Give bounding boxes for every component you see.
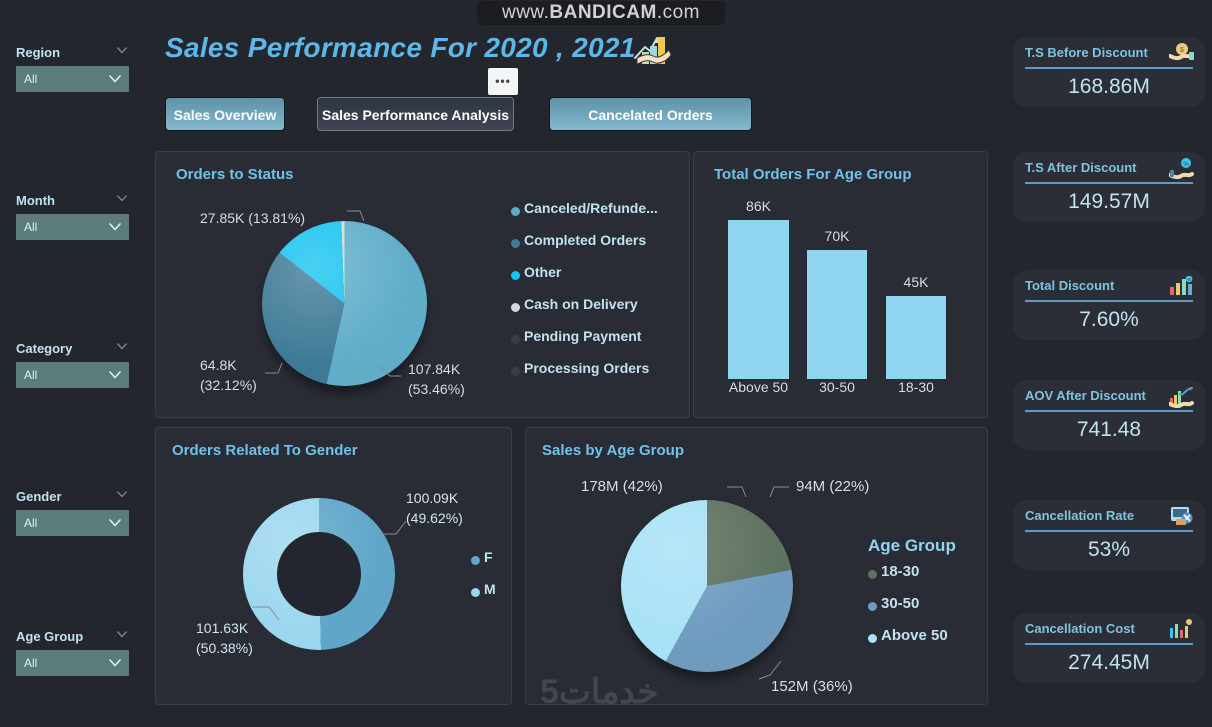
- svg-text:%: %: [1183, 162, 1189, 168]
- svg-text:$: $: [1180, 47, 1184, 54]
- svg-text:%: %: [1187, 277, 1191, 282]
